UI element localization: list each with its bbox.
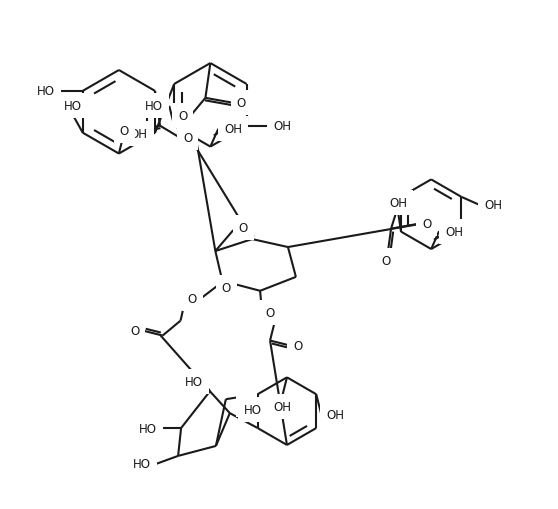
Text: O: O	[183, 132, 193, 145]
Text: OH: OH	[326, 408, 344, 421]
Text: O: O	[239, 221, 248, 234]
Text: O: O	[130, 324, 140, 337]
Text: O: O	[188, 293, 197, 305]
Text: OH: OH	[273, 400, 291, 413]
Text: HO: HO	[145, 100, 163, 113]
Text: O: O	[237, 97, 246, 110]
Text: HO: HO	[64, 100, 82, 113]
Text: O: O	[266, 306, 275, 320]
Text: OH: OH	[389, 197, 407, 210]
Text: O: O	[119, 125, 129, 138]
Text: OH: OH	[224, 123, 242, 136]
Text: OH: OH	[484, 199, 502, 212]
Text: HO: HO	[185, 375, 203, 388]
Text: OH: OH	[273, 120, 291, 133]
Text: O: O	[222, 282, 231, 295]
Text: HO: HO	[133, 458, 151, 470]
Text: HO: HO	[140, 422, 157, 435]
Text: O: O	[242, 398, 251, 411]
Text: O: O	[422, 218, 431, 231]
Text: O: O	[294, 340, 302, 352]
Text: HO: HO	[244, 403, 262, 416]
Text: O: O	[382, 254, 391, 267]
Text: OH: OH	[130, 128, 148, 141]
Text: OH: OH	[445, 225, 463, 238]
Text: HO: HO	[37, 85, 55, 98]
Text: O: O	[178, 110, 187, 123]
